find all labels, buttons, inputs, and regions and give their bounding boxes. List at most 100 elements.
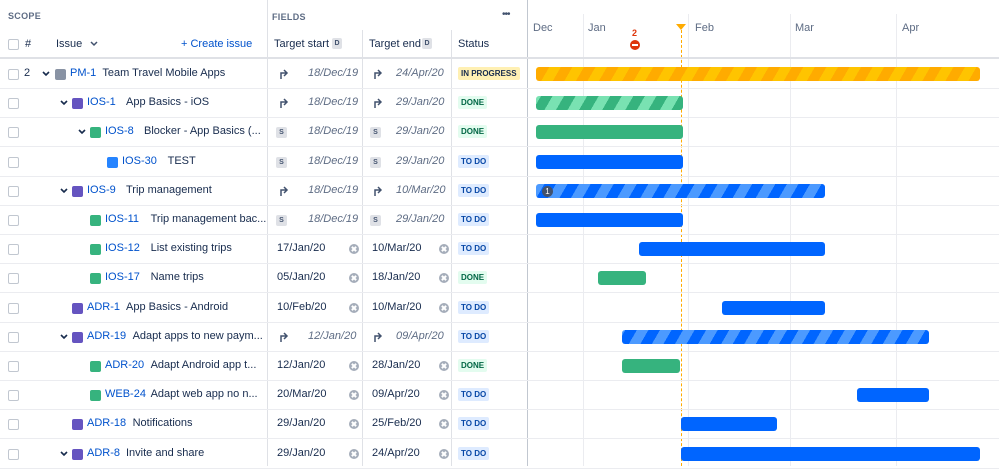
status-lozenge[interactable]: TO DO: [458, 300, 490, 314]
target-end-value[interactable]: 09/Apr/20: [396, 329, 444, 342]
expand-chevron-icon[interactable]: [60, 100, 68, 108]
issue-summary[interactable]: Trip management bac...: [150, 213, 267, 225]
timeline-bar[interactable]: [681, 446, 980, 461]
status-lozenge[interactable]: TO DO: [458, 446, 490, 460]
target-end-value[interactable]: 29/Jan/20: [396, 154, 445, 167]
timeline-bar[interactable]: [536, 96, 683, 111]
timeline-bar[interactable]: [639, 242, 825, 257]
clear-end-icon[interactable]: [439, 244, 449, 255]
clear-start-icon[interactable]: [349, 273, 359, 284]
target-start-value[interactable]: 18/Dec/19: [308, 96, 359, 109]
target-end-value[interactable]: 25/Feb/20: [372, 417, 422, 430]
issue-summary[interactable]: Blocker - App Basics (...: [144, 125, 261, 138]
row-checkbox[interactable]: [8, 127, 19, 139]
timeline-bar[interactable]: [536, 213, 683, 227]
status-lozenge[interactable]: TO DO: [458, 213, 490, 226]
issue-summary[interactable]: TEST: [167, 154, 196, 167]
clear-start-icon[interactable]: [349, 244, 359, 255]
clear-start-icon[interactable]: [349, 361, 359, 371]
create-issue-button[interactable]: + Create issue: [181, 38, 253, 50]
row-checkbox[interactable]: [8, 361, 19, 372]
row-checkbox[interactable]: [8, 156, 19, 168]
status-lozenge[interactable]: TO DO: [458, 154, 490, 168]
target-end-value[interactable]: 18/Jan/20: [372, 271, 421, 284]
target-end-value[interactable]: 10/Mar/20: [372, 242, 422, 255]
timeline-bar[interactable]: [722, 300, 825, 315]
row-checkbox[interactable]: [8, 244, 19, 256]
target-start-value[interactable]: 18/Dec/19: [308, 125, 359, 138]
issue-key-link[interactable]: ADR-8: [87, 446, 121, 459]
chevron-down-icon[interactable]: [90, 41, 98, 47]
expand-chevron-icon[interactable]: [42, 71, 50, 79]
target-start-value[interactable]: 18/Dec/19: [308, 213, 359, 225]
target-end-value[interactable]: 24/Apr/20: [396, 67, 444, 79]
timeline-bar[interactable]: [598, 271, 646, 286]
issue-column-header[interactable]: Issue: [56, 38, 83, 50]
status-lozenge[interactable]: IN PROGRESS: [458, 67, 520, 80]
status-lozenge[interactable]: TO DO: [458, 329, 490, 343]
row-checkbox[interactable]: [8, 185, 19, 197]
status-lozenge[interactable]: TO DO: [458, 183, 490, 197]
target-start-value[interactable]: 29/Jan/20: [277, 446, 326, 459]
target-start-header[interactable]: Target start: [274, 38, 330, 50]
row-checkbox[interactable]: [8, 390, 19, 402]
timeline-bar[interactable]: [536, 154, 683, 169]
clear-end-icon[interactable]: [439, 448, 449, 459]
issue-summary[interactable]: Invite and share: [126, 446, 205, 459]
expand-chevron-icon[interactable]: [60, 451, 68, 459]
target-start-value[interactable]: 18/Dec/19: [308, 154, 359, 167]
timeline-bar[interactable]: [681, 417, 777, 432]
target-start-value[interactable]: 20/Mar/20: [277, 388, 327, 401]
expand-chevron-icon[interactable]: [60, 188, 68, 196]
timeline-bar[interactable]: [622, 329, 929, 344]
row-checkbox[interactable]: [8, 448, 19, 460]
issue-key-link[interactable]: IOS-12: [105, 242, 140, 255]
issue-key-link[interactable]: PM-1: [70, 67, 97, 79]
issue-summary[interactable]: Name trips: [150, 271, 204, 284]
status-lozenge[interactable]: DONE: [458, 125, 488, 139]
expand-chevron-icon[interactable]: [60, 334, 68, 342]
row-checkbox[interactable]: [8, 331, 19, 343]
issue-key-link[interactable]: ADR-20: [105, 359, 145, 371]
status-column-header[interactable]: Status: [458, 38, 490, 50]
timeline-bar[interactable]: [622, 359, 680, 373]
target-end-value[interactable]: 29/Jan/20: [396, 125, 445, 138]
clear-start-icon[interactable]: [349, 390, 359, 401]
row-checkbox[interactable]: [8, 98, 19, 110]
issue-key-link[interactable]: ADR-1: [87, 300, 121, 313]
issue-summary[interactable]: List existing trips: [150, 242, 232, 255]
issue-summary[interactable]: Adapt apps to new paym...: [132, 329, 263, 342]
clear-end-icon[interactable]: [439, 361, 449, 371]
target-start-value[interactable]: 18/Dec/19: [308, 67, 359, 79]
issue-key-link[interactable]: IOS-8: [105, 125, 134, 138]
target-start-value[interactable]: 29/Jan/20: [277, 417, 326, 430]
target-start-value[interactable]: 05/Jan/20: [277, 271, 326, 284]
status-lozenge[interactable]: TO DO: [458, 242, 490, 256]
target-end-value[interactable]: 29/Jan/20: [396, 96, 445, 109]
issue-key-link[interactable]: IOS-1: [87, 96, 116, 109]
issue-key-link[interactable]: ADR-18: [87, 417, 127, 430]
issue-summary[interactable]: App Basics - iOS: [126, 96, 210, 109]
clear-start-icon[interactable]: [349, 302, 359, 313]
issue-key-link[interactable]: IOS-11: [105, 213, 140, 225]
timeline-bar[interactable]: [536, 67, 980, 81]
issue-summary[interactable]: Team Travel Mobile Apps: [102, 67, 226, 79]
clear-end-icon[interactable]: [439, 302, 449, 313]
row-checkbox[interactable]: [8, 273, 19, 285]
target-end-value[interactable]: 29/Jan/20: [396, 213, 445, 225]
status-lozenge[interactable]: TO DO: [458, 417, 490, 431]
row-checkbox[interactable]: [8, 302, 19, 314]
clear-start-icon[interactable]: [349, 419, 359, 430]
row-checkbox[interactable]: [8, 69, 19, 80]
target-end-header[interactable]: Target end: [369, 38, 421, 50]
bar-dependency-badge[interactable]: 1: [542, 185, 553, 197]
clear-end-icon[interactable]: [439, 273, 449, 284]
clear-start-icon[interactable]: [349, 448, 359, 459]
target-start-value[interactable]: 12/Jan/20: [308, 329, 357, 342]
issue-key-link[interactable]: ADR-19: [87, 329, 127, 342]
target-end-value[interactable]: 10/Mar/20: [372, 300, 422, 313]
status-lozenge[interactable]: DONE: [458, 96, 488, 110]
expand-chevron-icon[interactable]: [78, 129, 86, 137]
row-checkbox[interactable]: [8, 215, 19, 226]
clear-end-icon[interactable]: [439, 419, 449, 430]
